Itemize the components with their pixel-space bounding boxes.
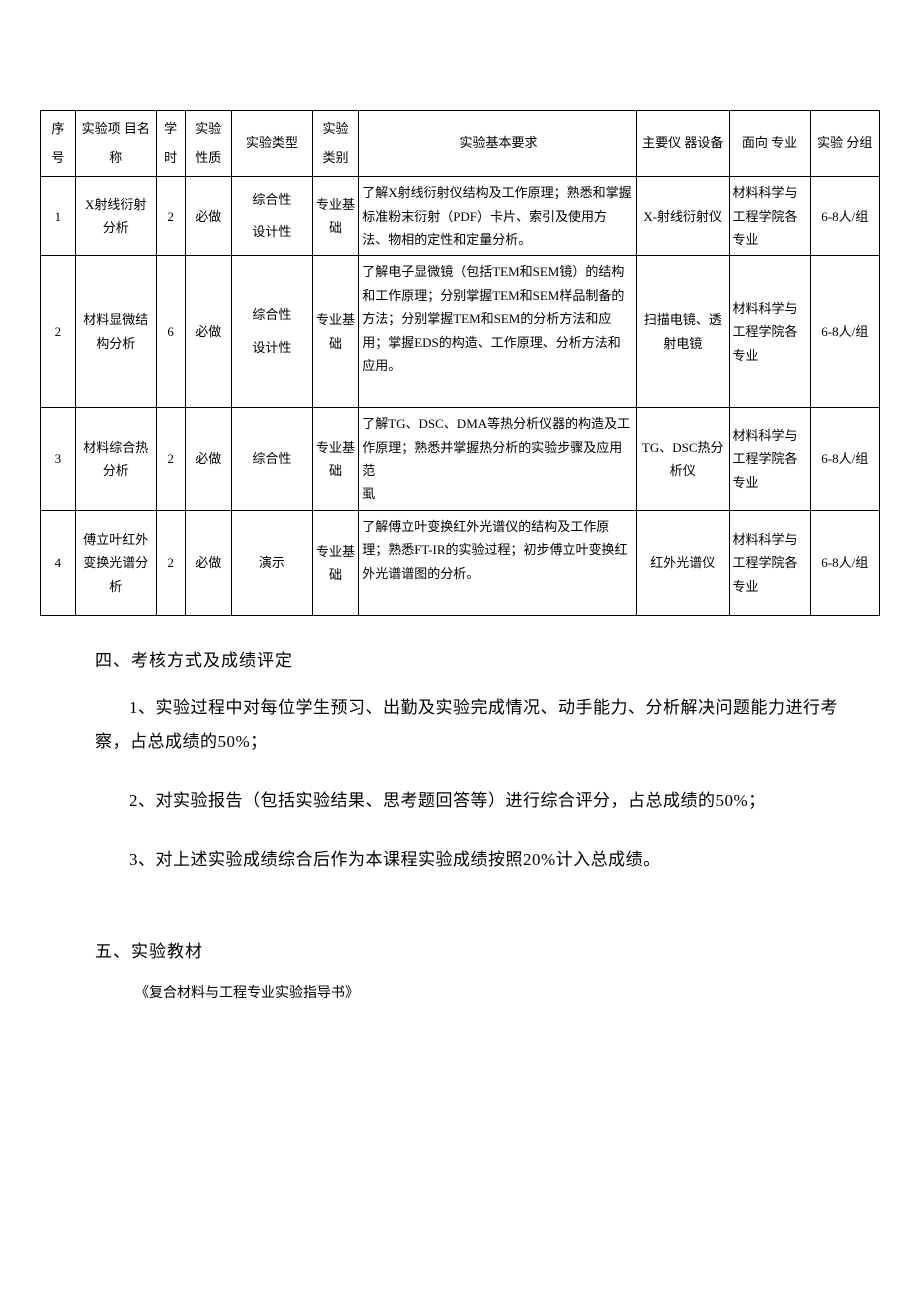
header-category: 实验 类别 [312, 111, 358, 177]
cell-equipment: 扫描电镜、透射电镜 [636, 256, 729, 408]
header-seq: 序 号 [41, 111, 76, 177]
cell-category: 专业基础 [312, 256, 358, 408]
cell-type: 综合性 设计性 [231, 177, 312, 256]
cell-nature: 必做 [185, 177, 231, 256]
cell-requirements: 了解TG、DSC、DMA等热分析仪器的构造及工作原理；熟悉并掌握热分析的实验步骤… [359, 408, 637, 511]
header-nature: 实验 性质 [185, 111, 231, 177]
header-major: 面向 专业 [729, 111, 810, 177]
header-equipment: 主要仪 器设备 [636, 111, 729, 177]
cell-equipment: X-射线衍射仪 [636, 177, 729, 256]
cell-type: 演示 [231, 510, 312, 615]
textbook-title: 《复合材料与工程专业实验指导书》 [135, 982, 880, 1002]
cell-seq: 2 [41, 256, 76, 408]
cell-group: 6-8人/组 [810, 510, 880, 615]
cell-group: 6-8人/组 [810, 256, 880, 408]
cell-nature: 必做 [185, 510, 231, 615]
cell-name: 材料显微结构分析 [75, 256, 156, 408]
section-heading-5: 五、实验教材 [95, 937, 880, 962]
cell-equipment: 红外光谱仪 [636, 510, 729, 615]
cell-major: 材料科学与工程学院各专业 [729, 256, 810, 408]
cell-seq: 4 [41, 510, 76, 615]
cell-equipment: TG、DSC热分析仪 [636, 408, 729, 511]
cell-hours: 6 [156, 256, 185, 408]
experiment-table: 序 号 实验项 目名称 学 时 实验 性质 实验类型 实验 类别 实验基本要求 … [40, 110, 880, 616]
table-header-row: 序 号 实验项 目名称 学 时 实验 性质 实验类型 实验 类别 实验基本要求 … [41, 111, 880, 177]
header-group: 实验 分组 [810, 111, 880, 177]
cell-seq: 1 [41, 177, 76, 256]
cell-category: 专业基础 [312, 408, 358, 511]
cell-group: 6-8人/组 [810, 408, 880, 511]
table-row: 3 材料综合热分析 2 必做 综合性 专业基础 了解TG、DSC、DMA等热分析… [41, 408, 880, 511]
table-row: 4 傅立叶红外变换光谱分析 2 必做 演示 专业基础 了解傅立叶变换红外光谱仪的… [41, 510, 880, 615]
cell-group: 6-8人/组 [810, 177, 880, 256]
header-type: 实验类型 [231, 111, 312, 177]
cell-hours: 2 [156, 408, 185, 511]
cell-nature: 必做 [185, 256, 231, 408]
assessment-para-3: 3、对上述实验成绩综合后作为本课程实验成绩按照20%计入总成绩。 [95, 843, 860, 877]
cell-requirements: 了解电子显微镜（包括TEM和SEM镜）的结构和工作原理；分别掌握TEM和SEM样… [359, 256, 637, 408]
cell-hours: 2 [156, 510, 185, 615]
assessment-para-1: 1、实验过程中对每位学生预习、出勤及实验完成情况、动手能力、分析解决问题能力进行… [95, 691, 860, 759]
cell-nature: 必做 [185, 408, 231, 511]
cell-hours: 2 [156, 177, 185, 256]
cell-name: X射线衍射分析 [75, 177, 156, 256]
cell-major: 材料科学与工程学院各专业 [729, 177, 810, 256]
cell-type: 综合性 [231, 408, 312, 511]
header-requirements: 实验基本要求 [359, 111, 637, 177]
cell-requirements: 了解傅立叶变换红外光谱仪的结构及工作原理；熟悉FT-IR的实验过程；初步傅立叶变… [359, 510, 637, 615]
table-row: 2 材料显微结构分析 6 必做 综合性 设计性 专业基础 了解电子显微镜（包括T… [41, 256, 880, 408]
cell-requirements: 了解X射线衍射仪结构及工作原理；熟悉和掌握标准粉末衍射（PDF）卡片、索引及使用… [359, 177, 637, 256]
cell-category: 专业基础 [312, 510, 358, 615]
section-heading-4: 四、考核方式及成绩评定 [95, 646, 880, 671]
assessment-para-2: 2、对实验报告（包括实验结果、思考题回答等）进行综合评分，占总成绩的50%； [95, 784, 860, 818]
cell-name: 材料综合热分析 [75, 408, 156, 511]
cell-major: 材料科学与工程学院各专业 [729, 408, 810, 511]
cell-major: 材料科学与工程学院各专业 [729, 510, 810, 615]
cell-seq: 3 [41, 408, 76, 511]
cell-category: 专业基础 [312, 177, 358, 256]
header-name: 实验项 目名称 [75, 111, 156, 177]
table-row: 1 X射线衍射分析 2 必做 综合性 设计性 专业基础 了解X射线衍射仪结构及工… [41, 177, 880, 256]
cell-type: 综合性 设计性 [231, 256, 312, 408]
para-text: 1、实验过程中对每位学生预习、出勤及实验完成情况、动手能力、分析解决问题能力进行… [95, 698, 838, 751]
header-hours: 学 时 [156, 111, 185, 177]
cell-name: 傅立叶红外变换光谱分析 [75, 510, 156, 615]
